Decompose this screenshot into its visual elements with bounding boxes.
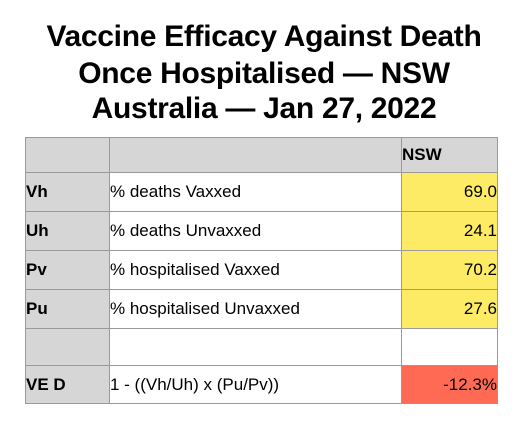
blank-row	[25, 328, 498, 366]
row-key: Uh	[25, 211, 110, 251]
header-row: NSW	[25, 137, 498, 173]
title-line-2: Once Hospitalised — NSW	[78, 57, 450, 90]
row-key: Pu	[25, 289, 110, 329]
row-description: % hospitalised Unvaxxed	[109, 289, 402, 329]
result-key: VE D	[25, 365, 110, 404]
row-description: % deaths Unvaxxed	[109, 211, 402, 251]
result-value: -12.3%	[401, 365, 498, 404]
table-row: Uh % deaths Unvaxxed 24.1	[25, 211, 498, 251]
header-cell-empty	[109, 137, 402, 173]
result-formula: 1 - ((Vh/Uh) x (Pu/Pv))	[109, 365, 402, 404]
blank-description-cell	[109, 328, 402, 366]
row-key: Vh	[25, 172, 110, 212]
row-value: 27.6	[401, 289, 498, 329]
blank-key-cell	[25, 328, 110, 366]
title-line-3: Australia — Jan 27, 2022	[91, 92, 437, 125]
blank-value-cell	[401, 328, 498, 366]
result-row: VE D 1 - ((Vh/Uh) x (Pu/Pv)) -12.3%	[25, 365, 498, 404]
row-value: 70.2	[401, 250, 498, 290]
column-header-nsw: NSW	[401, 137, 498, 173]
table-row: Vh % deaths Vaxxed 69.0	[25, 172, 498, 212]
title-line-1: Vaccine Efficacy Against Death	[46, 20, 482, 53]
row-key: Pv	[25, 250, 110, 290]
row-value: 69.0	[401, 172, 498, 212]
efficacy-table: NSW Vh % deaths Vaxxed 69.0 Uh % deaths …	[25, 137, 498, 404]
row-value: 24.1	[401, 211, 498, 251]
table-row: Pv % hospitalised Vaxxed 70.2	[25, 250, 498, 290]
header-cell-empty	[25, 137, 110, 173]
table-row: Pu % hospitalised Unvaxxed 27.6	[25, 289, 498, 329]
row-description: % deaths Vaxxed	[109, 172, 402, 212]
row-description: % hospitalised Vaxxed	[109, 250, 402, 290]
